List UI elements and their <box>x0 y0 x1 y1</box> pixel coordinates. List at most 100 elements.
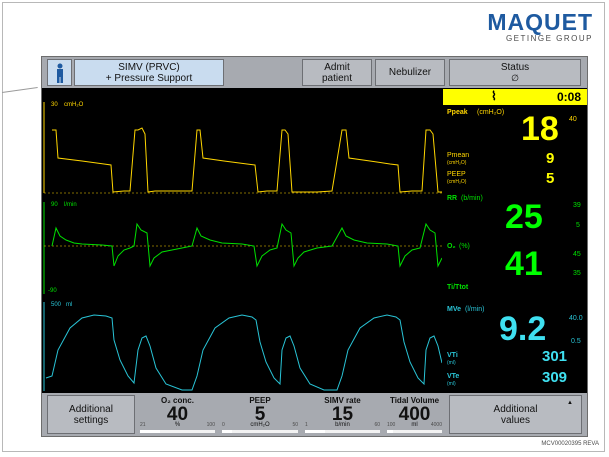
mode-line1: SIMV (PRVC) <box>118 61 180 73</box>
mode-line2: + Pressure Support <box>105 72 193 84</box>
nebulizer-button[interactable]: Nebulizer <box>375 59 445 86</box>
volume-waveform <box>45 314 442 391</box>
alarm-timer[interactable]: ⌇ 0:08 <box>443 89 587 105</box>
simv-rate-max: 60 <box>374 422 380 428</box>
ppeak-limit: 40 <box>569 116 577 123</box>
tidal-volume-value: 400 <box>398 404 431 425</box>
simv-rate-slider[interactable] <box>305 430 380 433</box>
flow-min: -90 <box>48 288 57 294</box>
flow-scale: 90 <box>51 202 58 208</box>
simv-rate-unit: b/min <box>335 422 350 428</box>
rr-unit: (b/min) <box>461 195 483 202</box>
status-button[interactable]: Status ∅ <box>449 59 581 86</box>
peep-max: 50 <box>292 422 298 428</box>
status-label: Status <box>500 61 530 73</box>
alarm-silence-icon: ⌇ <box>491 89 497 103</box>
peep-value: 5 <box>254 404 266 425</box>
tidal-volume-unit: ml <box>411 422 418 428</box>
flow-waveform <box>51 222 442 268</box>
simv-rate-title: SIMV rate <box>324 396 361 405</box>
additional-settings-line2: settings <box>73 414 109 426</box>
ppeak-unit: (cmH₂O) <box>477 109 505 116</box>
battery-icon: ∅ <box>511 72 519 83</box>
o2-limit-hi: 45 <box>573 251 581 258</box>
pmean-unit: (cmH₂O) <box>447 160 467 166</box>
rr-limit-hi: 39 <box>573 202 581 209</box>
mve-unit: (l/min) <box>465 306 485 313</box>
pressure-scale: 30 <box>51 102 58 108</box>
peep-unit: (cmH₂O) <box>447 179 467 185</box>
pmean-value: 9 <box>546 150 555 167</box>
vti-label: VTi <box>447 352 458 359</box>
figure-code: MCV00020395 REVA <box>541 441 599 447</box>
rr-label: RR <box>447 195 458 202</box>
rr-value: 25 <box>505 198 543 236</box>
peep-value: 5 <box>546 170 555 187</box>
o2-conc-fill <box>140 430 160 433</box>
tidal-volume-setting[interactable]: Tidal Volume 400 ml 100 4000 <box>384 393 445 436</box>
additional-values-button[interactable]: ▲ Additional values <box>449 395 582 434</box>
simv-rate-min: 1 <box>305 422 308 428</box>
o2-conc-title: O₂ conc. <box>161 396 194 405</box>
ppeak-label: Ppeak <box>447 109 468 116</box>
o2-conc-min: 21 <box>140 422 146 428</box>
nebulizer-label: Nebulizer <box>388 67 432 78</box>
o2-conc-slider[interactable] <box>140 430 215 433</box>
o2-conc-unit: % <box>174 422 181 428</box>
vti-unit: (ml) <box>447 360 456 366</box>
timer-value: 0:08 <box>556 90 581 104</box>
mve-label: MVe <box>447 306 462 313</box>
peep-slider[interactable] <box>222 430 298 433</box>
ppeak-value: 18 <box>521 110 559 148</box>
pmean-label: Pmean <box>447 152 470 159</box>
numeric-values-panel: Ppeak (cmH₂O) 40 18 Pmean (cmH₂O) 9 PEEP… <box>443 88 587 393</box>
brand-name: MAQUET <box>487 9 593 35</box>
pressure-waveform <box>52 127 442 193</box>
o2-label: O₂ <box>447 243 456 250</box>
outer-frame <box>2 2 605 452</box>
peep-fill <box>222 430 232 433</box>
vte-value: 309 <box>542 369 568 386</box>
simv-rate-setting[interactable]: SIMV rate 15 b/min 1 60 <box>302 393 383 436</box>
bottom-toolbar: Additional settings O₂ conc. 40 % 21 100… <box>42 393 587 436</box>
additional-settings-button[interactable]: Additional settings <box>47 395 135 434</box>
o2-conc-max: 100 <box>206 422 215 428</box>
vti-value: 301 <box>542 348 568 365</box>
patient-button[interactable] <box>47 59 72 86</box>
waveform-area: 30 cmH₂O 90 l/min -90 500 ml <box>43 102 442 391</box>
o2-conc-value: 40 <box>166 404 189 425</box>
peep-label: PEEP <box>447 171 466 178</box>
peep-min: 0 <box>222 422 225 428</box>
tidal-volume-max: 4000 <box>430 422 442 428</box>
o2-conc-setting[interactable]: O₂ conc. 40 % 21 100 <box>137 393 218 436</box>
o2-value: 41 <box>505 245 543 283</box>
o2-limit-lo: 35 <box>573 270 581 277</box>
ventilator-screen: SIMV (PRVC) + Pressure Support Admit pat… <box>41 56 588 437</box>
peep-setting[interactable]: PEEP 5 cmH₂O 0 50 <box>219 393 301 436</box>
top-toolbar: SIMV (PRVC) + Pressure Support Admit pat… <box>42 57 587 88</box>
tidal-volume-fill <box>387 430 394 433</box>
brand-logo: MAQUET GETINGE GROUP <box>487 10 593 43</box>
flow-unit: l/min <box>64 202 77 208</box>
brand-subtitle: GETINGE GROUP <box>505 34 593 43</box>
additional-values-line1: Additional <box>493 403 538 415</box>
additional-settings-line1: Additional <box>69 403 113 415</box>
vte-unit: (ml) <box>447 381 456 387</box>
mve-limit-lo: 0.5 <box>571 338 581 345</box>
volume-scale: 500 <box>51 302 62 308</box>
titot-label: Ti/Ttot <box>447 284 469 291</box>
tidal-volume-slider[interactable] <box>387 430 442 433</box>
patient-icon <box>56 63 63 83</box>
tidal-volume-title: Tidal Volume <box>389 396 440 405</box>
admit-line2: patient <box>321 72 353 84</box>
o2-unit: (%) <box>459 243 470 250</box>
ventilation-mode-button[interactable]: SIMV (PRVC) + Pressure Support <box>74 59 224 86</box>
mve-limit-hi: 40.0 <box>569 315 583 322</box>
admit-line1: Admit <box>324 61 350 73</box>
simv-rate-fill <box>305 430 325 433</box>
admit-patient-button[interactable]: Admit patient <box>302 59 372 86</box>
chevron-up-icon: ▲ <box>567 400 573 406</box>
tidal-volume-min: 100 <box>387 422 396 428</box>
additional-values-line2: values <box>501 414 530 426</box>
vte-label: VTe <box>447 373 460 380</box>
